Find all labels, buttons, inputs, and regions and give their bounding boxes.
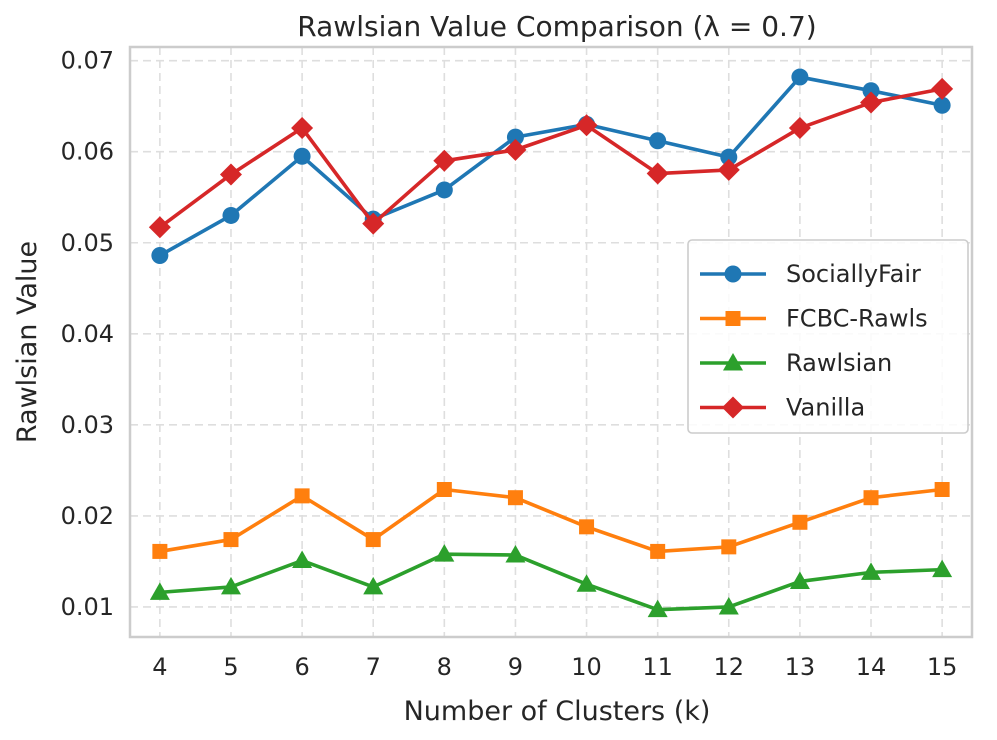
data-point-vanilla — [860, 91, 883, 114]
x-tick-label: 4 — [152, 653, 167, 681]
series-line-rawlsian — [158, 552, 944, 612]
data-point-vanilla — [504, 138, 527, 161]
legend-marker-fcbc-rawls — [725, 311, 741, 326]
y-tick-label: 0.07 — [61, 47, 114, 75]
tick-labels: 4 5 6 7 8 9 10 11 12 13 14 15 0.01 0.02 0.03 0.04 0.05 0.… — [61, 47, 958, 681]
legend-marker-sociallyfair — [724, 265, 742, 283]
data-point-fcbc-rawls — [792, 514, 808, 530]
series-vanilla — [148, 77, 954, 239]
data-point-rawlsian — [363, 576, 384, 595]
data-point-rawlsian — [647, 599, 668, 618]
data-point-fcbc-rawls — [507, 490, 523, 506]
x-axis-title: Number of Clusters (k) — [404, 696, 711, 727]
data-point-rawlsian — [861, 562, 882, 580]
legend-item-rawlsian: Rawlsian — [700, 349, 892, 377]
legend-label: SociallyFair — [786, 260, 921, 288]
data-point-rawlsian — [292, 550, 313, 569]
data-point-vanilla — [931, 77, 954, 100]
series-fcbc-rawls — [152, 482, 950, 559]
data-point-sociallyfair — [222, 206, 240, 224]
data-point-fcbc-rawls — [223, 532, 239, 548]
data-point-vanilla — [717, 158, 740, 181]
data-point-vanilla — [148, 216, 171, 239]
data-point-rawlsian — [149, 582, 170, 600]
series-line-vanilla — [158, 87, 944, 230]
data-point-rawlsian — [718, 596, 739, 615]
legend-label: Vanilla — [786, 394, 865, 422]
series-line-sociallyfair — [158, 75, 944, 258]
x-tick-label: 7 — [366, 653, 381, 681]
plot-frame — [128, 45, 974, 639]
y-tick-label: 0.02 — [61, 502, 114, 530]
data-point-vanilla — [362, 212, 385, 235]
data-point-fcbc-rawls — [365, 532, 381, 548]
data-point-rawlsian — [434, 544, 455, 562]
chart-title: Rawlsian Value Comparison (λ = 0.7) — [297, 10, 816, 43]
data-point-rawlsian — [789, 571, 810, 589]
data-point-fcbc-rawls — [294, 488, 310, 504]
y-tick-label: 0.06 — [61, 138, 114, 166]
legend: SociallyFair FCBC-Rawls Rawlsian Vanilla — [687, 239, 969, 434]
series-line-fcbc-rawls — [158, 487, 944, 554]
legend-marker-vanilla — [722, 396, 744, 419]
data-point-fcbc-rawls — [152, 543, 168, 559]
data-point-sociallyfair — [933, 96, 951, 114]
data-point-sociallyfair — [862, 82, 880, 100]
legend-label: Rawlsian — [786, 349, 892, 377]
x-tick-label: 14 — [856, 653, 887, 681]
data-point-vanilla — [646, 162, 669, 185]
y-tick-label: 0.05 — [61, 229, 114, 257]
data-point-vanilla — [219, 163, 242, 186]
data-point-sociallyfair — [506, 128, 524, 146]
legend-box — [687, 239, 969, 434]
data-point-vanilla — [788, 117, 811, 140]
data-point-fcbc-rawls — [436, 482, 452, 497]
series-rawlsian — [149, 544, 953, 618]
x-tick-label: 8 — [437, 653, 452, 681]
data-point-sociallyfair — [435, 181, 453, 199]
data-point-rawlsian — [576, 574, 597, 592]
series-layer — [148, 68, 954, 618]
legend-item-vanilla: Vanilla — [700, 394, 865, 422]
x-tick-label: 9 — [508, 653, 523, 681]
data-point-fcbc-rawls — [863, 490, 879, 506]
legend-marker-rawlsian — [723, 353, 743, 371]
x-tick-label: 11 — [642, 653, 673, 681]
x-tick-label: 12 — [714, 653, 745, 681]
data-point-vanilla — [291, 117, 314, 140]
x-tick-label: 10 — [571, 653, 602, 681]
data-point-sociallyfair — [151, 247, 169, 265]
data-point-sociallyfair — [293, 147, 311, 165]
legend-label: FCBC-Rawls — [786, 305, 928, 333]
x-tick-label: 13 — [785, 653, 816, 681]
data-point-vanilla — [575, 114, 598, 137]
y-axis-title: Rawlsian Value — [12, 241, 43, 443]
y-tick-label: 0.03 — [61, 411, 114, 439]
data-point-fcbc-rawls — [934, 482, 950, 497]
data-point-fcbc-rawls — [579, 519, 595, 535]
data-point-sociallyfair — [791, 68, 809, 86]
data-point-fcbc-rawls — [721, 539, 737, 555]
x-tick-label: 5 — [223, 653, 238, 681]
y-tick-label: 0.04 — [61, 320, 114, 348]
data-point-vanilla — [433, 149, 456, 172]
data-point-fcbc-rawls — [650, 543, 666, 559]
x-tick-label: 6 — [294, 653, 309, 681]
data-point-sociallyfair — [649, 132, 667, 150]
data-point-rawlsian — [220, 576, 241, 595]
data-point-rawlsian — [932, 559, 953, 578]
data-point-sociallyfair — [720, 148, 738, 166]
legend-item-sociallyfair: SociallyFair — [700, 260, 921, 288]
y-tick-label: 0.01 — [61, 593, 114, 621]
x-tick-label: 15 — [927, 653, 958, 681]
legend-item-fcbc-rawls: FCBC-Rawls — [700, 305, 928, 333]
data-point-rawlsian — [505, 545, 526, 563]
